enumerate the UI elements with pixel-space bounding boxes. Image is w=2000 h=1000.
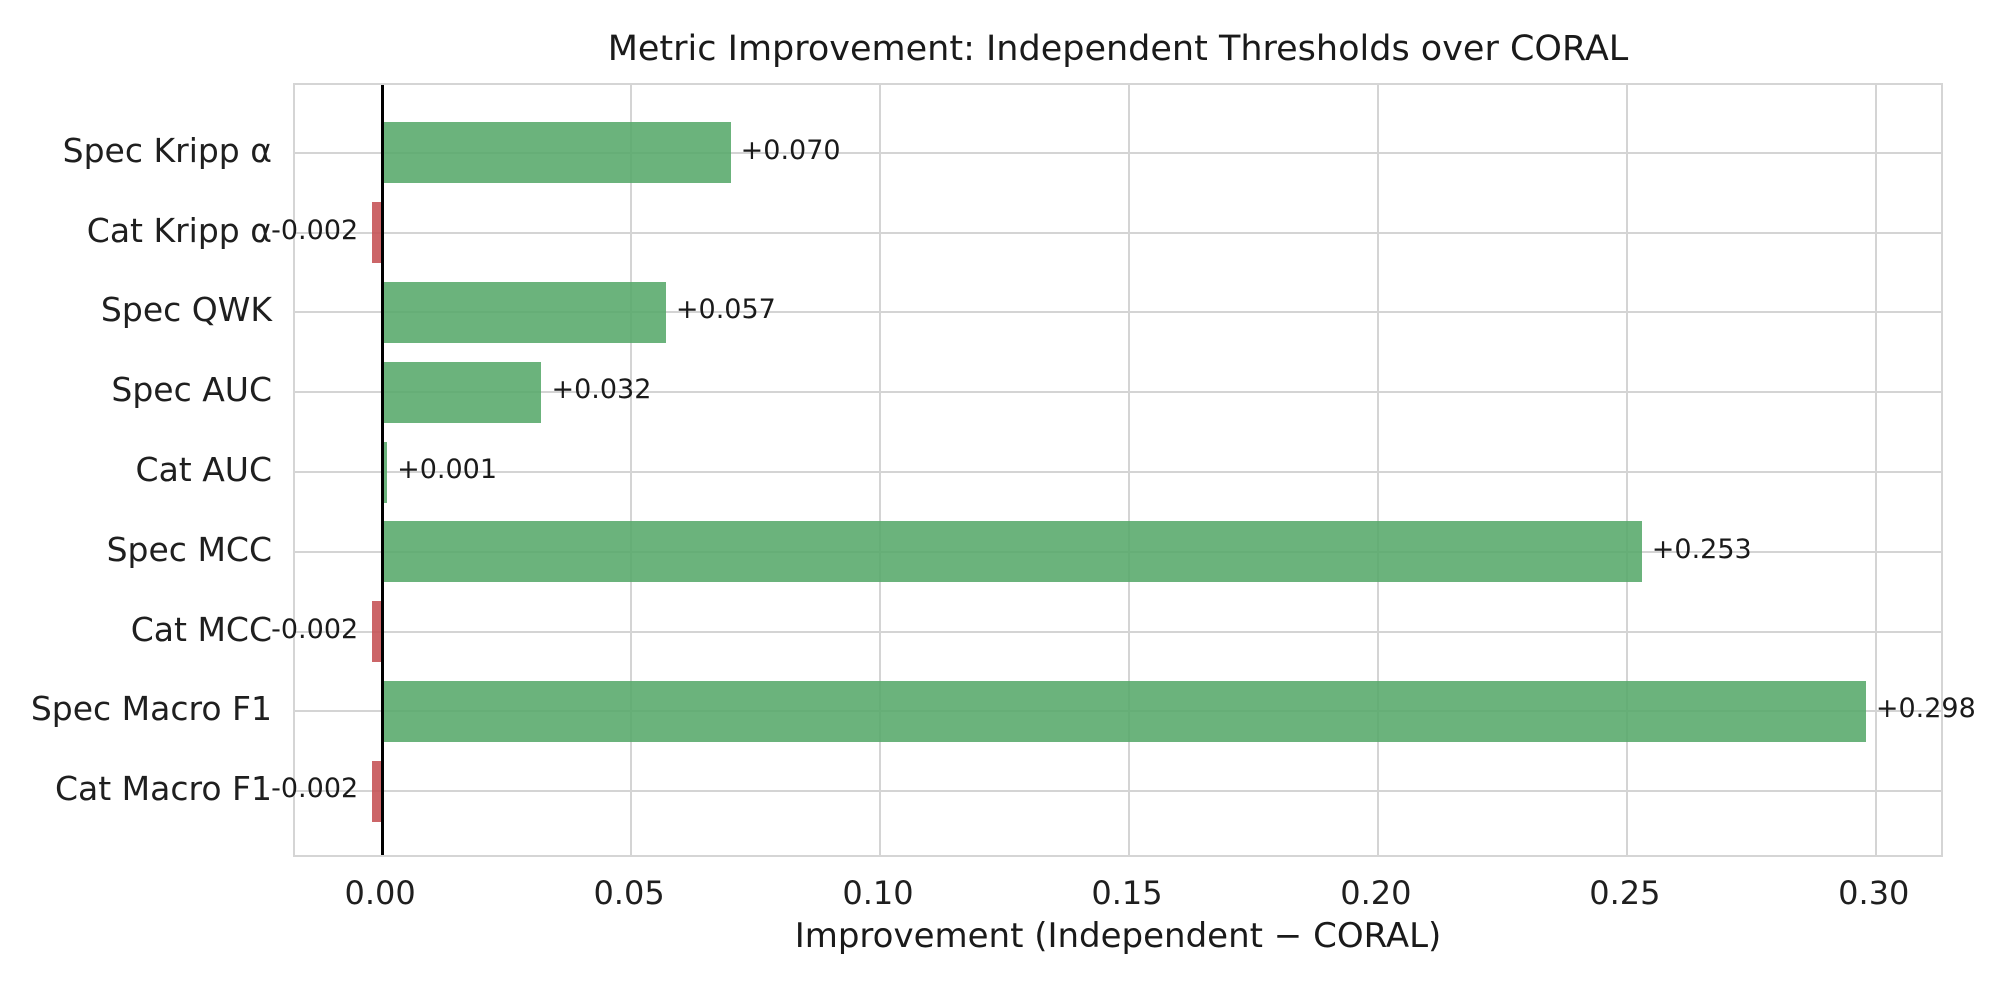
bar-value-label: +0.070 (740, 134, 841, 166)
xtick-label-0.25: 0.25 (1589, 874, 1661, 912)
chart-title: Metric Improvement: Independent Threshol… (607, 29, 1629, 69)
y-gridline (295, 471, 1941, 473)
y-gridline (295, 151, 1941, 154)
bar-value-label: -0.002 (271, 214, 359, 246)
xtick-label-0.10: 0.10 (842, 874, 914, 912)
x-gridline-0.15 (1127, 85, 1130, 855)
plot-area (293, 83, 1943, 857)
x-axis-label: Improvement (Independent − CORAL) (794, 916, 1442, 956)
y-gridline (295, 790, 1941, 793)
xtick-label-0.05: 0.05 (593, 874, 665, 912)
bar-value-label: -0.002 (271, 773, 359, 805)
ytick-label-spec-kripp-: Spec Kripp α (62, 130, 272, 170)
ytick-label-spec-macro-f1: Spec Macro F1 (30, 689, 272, 729)
y-gridline (295, 391, 1941, 394)
x-gridline-0.25 (1625, 85, 1628, 855)
ytick-label-spec-auc: Spec AUC (111, 370, 272, 410)
y-gridline (295, 630, 1941, 633)
ytick-label-cat-kripp-: Cat Kripp α (86, 210, 272, 250)
bar-cat-kripp- (372, 202, 383, 264)
bar-value-label: +0.032 (551, 374, 652, 406)
ytick-label-cat-macro-f1: Cat Macro F1 (54, 769, 272, 809)
bar-value-label: +0.253 (1651, 533, 1752, 565)
zero-line (380, 85, 384, 855)
bar-spec-macro-f1 (382, 680, 1866, 742)
ytick-label-cat-mcc: Cat MCC (130, 609, 272, 649)
bar-spec-mcc (382, 521, 1642, 583)
bar-cat-mcc (372, 601, 383, 663)
bar-spec-kripp- (382, 122, 731, 184)
y-gridline (295, 311, 1941, 314)
bar-value-label: +0.001 (397, 454, 498, 485)
x-gridline-0.05 (630, 85, 633, 855)
x-gridline-0.10 (879, 85, 882, 855)
xtick-label-0.30: 0.30 (1838, 874, 1910, 912)
ytick-label-spec-qwk: Spec QWK (100, 290, 272, 330)
xtick-label-0.20: 0.20 (1340, 874, 1412, 912)
bar-value-label: +0.298 (1875, 693, 1976, 725)
xtick-label-0.00: 0.00 (344, 874, 416, 912)
bar-cat-macro-f1 (372, 760, 383, 822)
xtick-label-0.15: 0.15 (1091, 874, 1163, 912)
ytick-label-cat-auc: Cat AUC (135, 450, 272, 489)
x-gridline-0.20 (1376, 85, 1379, 855)
bar-value-label: +0.057 (675, 294, 776, 326)
bar-cat-auc (382, 441, 388, 503)
ytick-label-spec-mcc: Spec MCC (106, 529, 272, 569)
x-gridline-0.30 (1874, 85, 1877, 855)
bar-spec-auc (382, 361, 542, 423)
bar-value-label: -0.002 (271, 613, 359, 645)
bar-spec-qwk (382, 281, 666, 343)
y-gridline (295, 231, 1941, 234)
